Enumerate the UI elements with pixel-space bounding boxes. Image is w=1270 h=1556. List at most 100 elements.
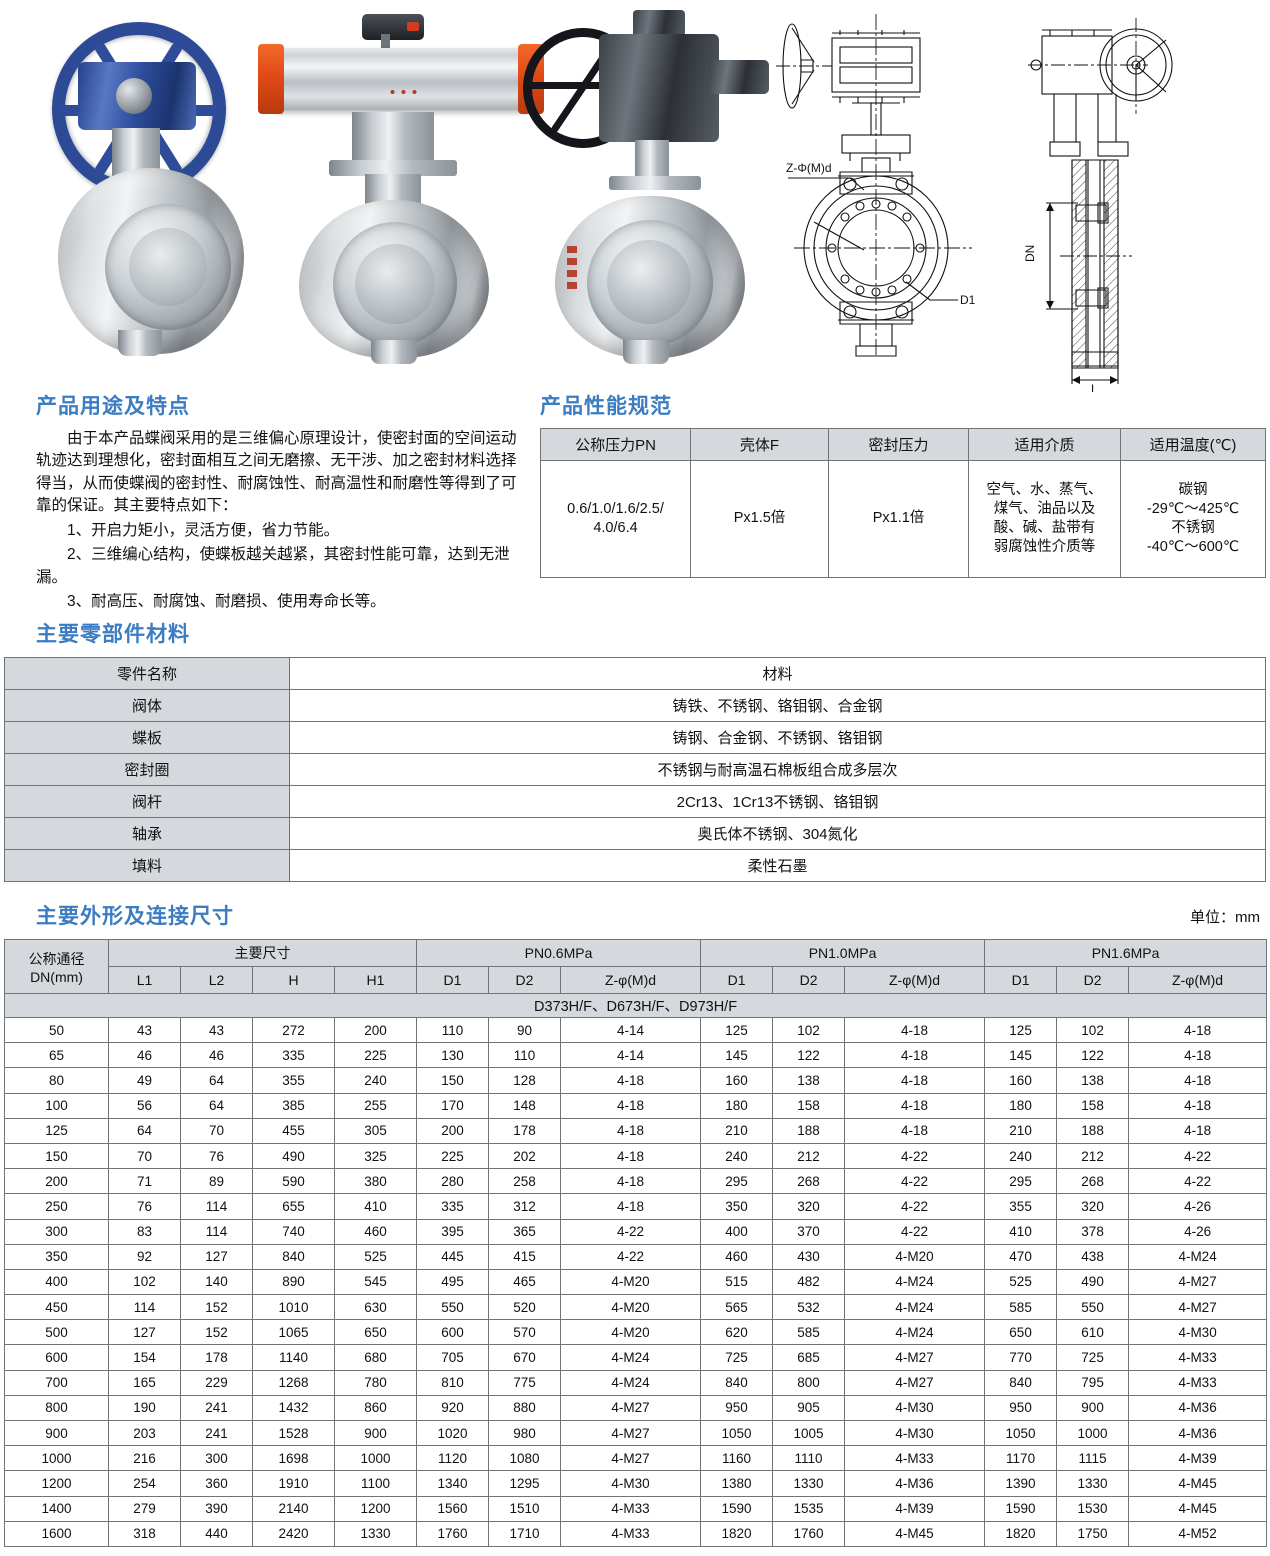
dim-cell-pn06-bolt: 4-18 xyxy=(559,1117,702,1144)
dim-subheader-pn06-d2: D2 xyxy=(488,966,561,994)
dim-cell-h1: 525 xyxy=(334,1243,417,1270)
dim-cell-pn16-d1: 1050 xyxy=(984,1419,1058,1447)
dim-cell-h1: 225 xyxy=(334,1042,417,1069)
dim-cell-l2: 390 xyxy=(180,1495,253,1522)
table-row: 800 190 241 1432 860 920 880 4-M27 950 905 4-M30 95… xyxy=(4,1394,1268,1422)
dim-cell-l2: 152 xyxy=(180,1319,253,1346)
dim-cell-pn06-d2: 202 xyxy=(488,1142,561,1170)
material-value: 不锈钢与耐高温石棉板组合成多层次 xyxy=(289,753,1266,786)
dim-cell-pn06-bolt: 4-18 xyxy=(559,1142,702,1170)
dim-cell-pn10-d2: 532 xyxy=(772,1294,846,1321)
dim-cell-l2: 64 xyxy=(180,1067,253,1094)
worm-gearbox xyxy=(78,62,196,130)
dim-cell-h1: 1200 xyxy=(334,1495,417,1522)
material-part-name: 阀杆 xyxy=(4,785,290,818)
dim-cell-l1: 216 xyxy=(108,1445,181,1472)
dim-cell-pn16-d1: 1390 xyxy=(984,1470,1058,1497)
dim-cell-dn: 1000 xyxy=(4,1445,109,1472)
dim-cell-pn06-d1: 495 xyxy=(416,1268,489,1296)
dim-cell-pn06-d2: 365 xyxy=(488,1218,561,1245)
dim-cell-h: 1010 xyxy=(252,1294,335,1321)
dim-cell-h: 1432 xyxy=(252,1394,335,1422)
dim-cell-pn06-bolt: 4-M20 xyxy=(559,1268,702,1296)
dim-cell-pn06-d1: 550 xyxy=(416,1294,489,1321)
dim-cell-h1: 1000 xyxy=(334,1445,417,1472)
dim-cell-pn16-bolt: 4-18 xyxy=(1128,1067,1268,1094)
dim-cell-dn: 1600 xyxy=(4,1520,109,1547)
dim-cell-dn: 250 xyxy=(4,1193,109,1220)
table-row: 500 127 152 1065 650 600 570 4-M20 620 585 4-M24 65… xyxy=(4,1319,1268,1346)
usage-point-2: 2、三维编心结构，使蝶板越关越紧，其密封性能可靠，达到无泄漏。 xyxy=(36,546,510,586)
dim-cell-l1: 254 xyxy=(108,1470,181,1497)
dim-cell-pn10-d2: 1005 xyxy=(772,1419,846,1447)
dim-cell-pn10-d2: 905 xyxy=(772,1394,846,1422)
dim-cell-pn16-bolt: 4-M36 xyxy=(1128,1394,1268,1422)
dim-cell-pn10-d1: 460 xyxy=(700,1243,774,1270)
table-row: 600 154 178 1140 680 705 670 4-M24 725 685 4-M27 77… xyxy=(4,1344,1268,1371)
table-row: 轴承 奥氏体不锈钢、304氮化 xyxy=(4,817,1266,850)
dim-cell-pn06-d1: 445 xyxy=(416,1243,489,1270)
dim-cell-l1: 279 xyxy=(108,1495,181,1522)
dim-cell-pn10-d1: 295 xyxy=(700,1168,774,1195)
dim-cell-pn10-d2: 1760 xyxy=(772,1520,846,1547)
dim-cell-pn10-bolt: 4-18 xyxy=(844,1016,986,1044)
dim-cell-pn10-d2: 102 xyxy=(772,1016,846,1044)
dim-cell-l2: 46 xyxy=(180,1042,253,1069)
dim-cell-pn06-d1: 130 xyxy=(416,1042,489,1069)
dim-cell-h: 1698 xyxy=(252,1445,335,1472)
dim-cell-pn10-bolt: 4-M20 xyxy=(844,1243,986,1270)
dim-cell-pn16-bolt: 4-M45 xyxy=(1128,1470,1268,1497)
dim-cell-pn16-d2: 1750 xyxy=(1056,1520,1130,1547)
dim-cell-pn10-d1: 620 xyxy=(700,1319,774,1346)
dim-cell-pn06-d1: 1020 xyxy=(416,1419,489,1447)
dim-cell-pn16-d2: 320 xyxy=(1056,1193,1130,1220)
dim-cell-pn16-d1: 180 xyxy=(984,1092,1058,1119)
dim-cell-pn10-d1: 350 xyxy=(700,1193,774,1220)
material-value: 铸铁、不锈钢、铬钼钢、合金钢 xyxy=(289,689,1266,722)
dim-cell-l1: 64 xyxy=(108,1117,181,1144)
dim-cell-pn16-d2: 490 xyxy=(1056,1268,1130,1296)
dim-subheader-pn06-bolt: Z-φ(M)d xyxy=(559,966,702,994)
actuator-yoke xyxy=(351,112,434,164)
dim-cell-l2: 76 xyxy=(180,1142,253,1170)
dim-cell-pn06-d1: 600 xyxy=(416,1319,489,1346)
table-row: 200 71 89 590 380 280 258 4-18 295 268 4-22 295 268 4… xyxy=(4,1168,1268,1195)
dim-cell-pn16-d2: 725 xyxy=(1056,1344,1130,1371)
dim-subheader-l1: L1 xyxy=(108,966,181,994)
dim-cell-l1: 46 xyxy=(108,1042,181,1069)
performance-table: 公称压力PN 壳体F 密封压力 适用介质 适用温度(℃) 0.6/1.0/1.6… xyxy=(540,428,1266,578)
dim-cell-pn06-d2: 312 xyxy=(488,1193,561,1220)
table-row: 1000 216 300 1698 1000 1120 1080 4-M27 1160 1110 4… xyxy=(4,1445,1268,1472)
dim-cell-pn10-bolt: 4-M27 xyxy=(844,1369,986,1396)
usage-heading: 产品用途及特点 xyxy=(36,395,190,418)
mounting-flange xyxy=(328,160,457,176)
dimensions-unit-note: 单位：mm xyxy=(1190,909,1260,926)
table-row: 填料 柔性石墨 xyxy=(4,849,1266,882)
dim-cell-pn10-bolt: 4-22 xyxy=(844,1218,986,1245)
dim-cell-pn10-d1: 160 xyxy=(700,1067,774,1094)
dim-cell-l2: 89 xyxy=(180,1168,253,1195)
dim-cell-pn10-bolt: 4-22 xyxy=(844,1193,986,1220)
dim-cell-pn06-d2: 90 xyxy=(488,1016,561,1044)
dim-cell-pn16-d1: 650 xyxy=(984,1319,1058,1346)
drawing-label-d1: D1 xyxy=(960,293,976,307)
dim-header-main-size: 主要尺寸 xyxy=(108,939,417,967)
dim-cell-pn16-bolt: 4-M52 xyxy=(1128,1520,1268,1547)
dim-cell-h: 1140 xyxy=(252,1344,335,1371)
dim-subheader-pn16-bolt: Z-φ(M)d xyxy=(1128,966,1268,994)
dim-cell-pn06-d1: 920 xyxy=(416,1394,489,1422)
dim-cell-h: 335 xyxy=(252,1042,335,1069)
dim-cell-pn10-d1: 400 xyxy=(700,1218,774,1245)
dim-cell-pn16-bolt: 4-M39 xyxy=(1128,1445,1268,1472)
dim-cell-pn10-d1: 240 xyxy=(700,1142,774,1170)
dim-cell-pn06-bolt: 4-18 xyxy=(559,1168,702,1195)
dim-cell-pn10-d2: 800 xyxy=(772,1369,846,1396)
hero-banner: Z-Φ(M)d D1 xyxy=(0,0,1270,392)
dim-cell-dn: 65 xyxy=(4,1042,109,1069)
dim-cell-l2: 114 xyxy=(180,1218,253,1245)
performance-heading: 产品性能规范 xyxy=(540,395,672,418)
dim-header-pn16: PN1.6MPa xyxy=(984,939,1268,967)
dim-cell-pn16-d2: 438 xyxy=(1056,1243,1130,1270)
performance-header-shell: 壳体F xyxy=(690,428,829,461)
dim-cell-pn06-d1: 335 xyxy=(416,1193,489,1220)
